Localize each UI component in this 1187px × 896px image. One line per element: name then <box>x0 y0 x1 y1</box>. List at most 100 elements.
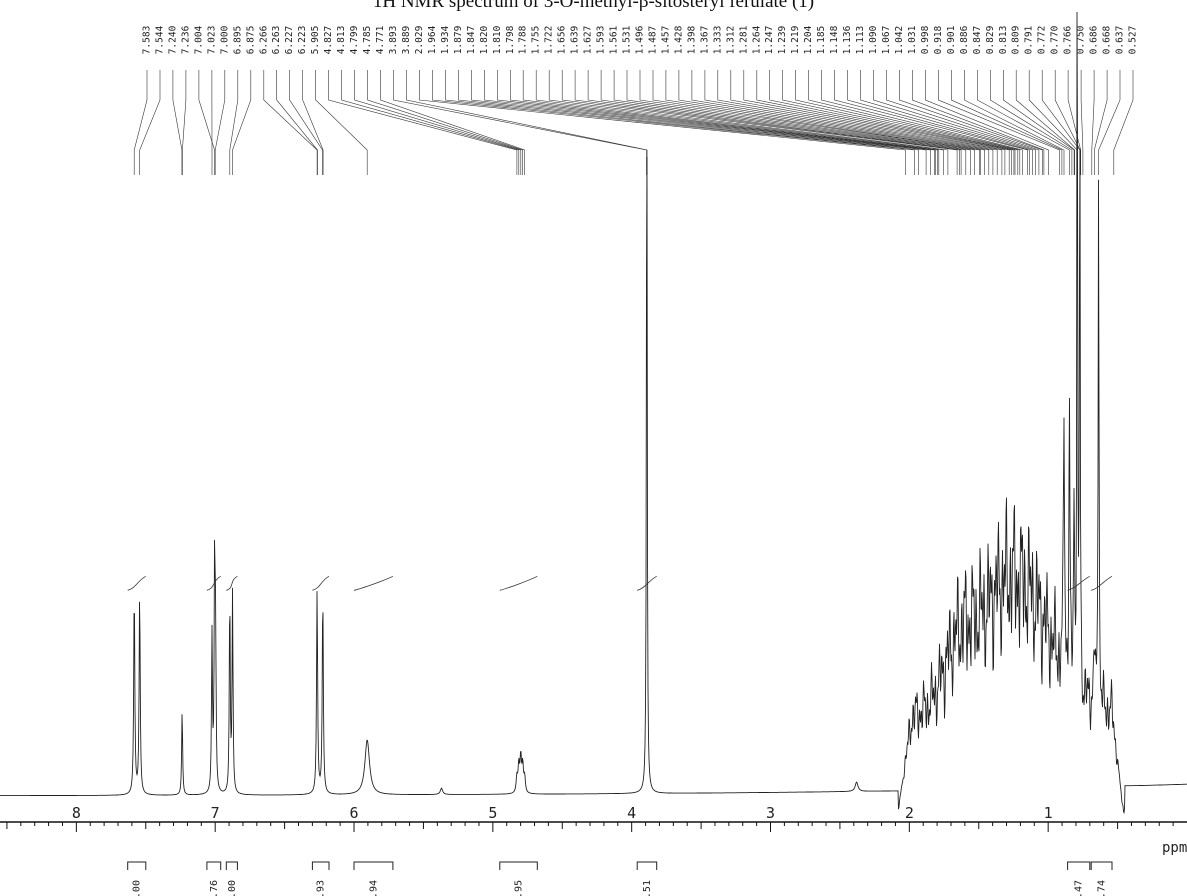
peak-label-leader <box>276 70 318 175</box>
peak-label: 1.627 <box>583 26 594 55</box>
peak-label: 0.829 <box>985 25 996 54</box>
peak-label: 1.204 <box>803 25 814 54</box>
peak-label-leader <box>1067 70 1081 175</box>
peak-label: 1.810 <box>492 25 503 54</box>
peak-label: 1.531 <box>622 25 633 54</box>
peak-label-leader <box>510 70 938 175</box>
peak-label: 0.766 <box>1063 25 1074 54</box>
peak-label-leader <box>214 70 226 175</box>
peak-label: 0.772 <box>1037 26 1048 55</box>
peak-label-group: 7.583 7.544 7.240 7.236 7.004 7.023 7.000 6.895… <box>133 25 1139 175</box>
peak-label: 2.029 <box>414 25 425 54</box>
peak-label: 0.637 <box>1115 26 1126 55</box>
peak-label: 4.827 <box>323 26 334 55</box>
peak-label: 6.263 <box>271 26 282 55</box>
peak-label-leader <box>232 70 252 175</box>
peak-label-leader <box>432 70 915 175</box>
peak-label-leader <box>990 70 1073 175</box>
peak-label: 1.593 <box>596 26 607 55</box>
peak-label: 3.889 <box>401 25 412 54</box>
integral-bracket <box>206 861 222 870</box>
peak-label: 6.266 <box>258 25 269 54</box>
integral-value: 6.47 <box>1074 880 1085 896</box>
integral-bracket <box>353 861 394 870</box>
peak-label-leader <box>600 70 967 175</box>
peak-label-leader <box>484 70 935 175</box>
integral-value: 1.00 <box>132 880 143 896</box>
peak-label: 1.722 <box>544 26 555 55</box>
integral-curve <box>499 575 538 591</box>
peak-label: 7.023 <box>206 26 217 55</box>
peak-label-leader <box>419 70 906 175</box>
peak-label-leader <box>445 70 919 175</box>
integral-value: 1.76 <box>209 880 220 896</box>
peak-label-leader <box>1080 70 1084 175</box>
peak-label-leader <box>561 70 958 175</box>
peak-label-leader <box>497 70 936 175</box>
peak-label-leader <box>704 70 998 175</box>
integral-bracket <box>127 861 147 870</box>
peak-label: 6.875 <box>245 26 256 55</box>
peak-label-leader <box>808 70 1021 175</box>
spectrum-trace <box>0 11 1187 815</box>
peak-label: 4.813 <box>336 26 347 55</box>
peak-label-leader <box>263 70 318 175</box>
peak-label-leader <box>886 70 1040 175</box>
peak-label-leader <box>587 70 962 175</box>
peak-label-leader <box>172 70 183 175</box>
peak-label: 0.791 <box>1024 25 1035 54</box>
peak-label-leader <box>899 70 1043 175</box>
peak-label: 1.496 <box>635 25 646 54</box>
peak-label-leader <box>535 70 944 175</box>
peak-label-leader <box>678 70 990 175</box>
x-tick-label: 3 <box>766 804 775 822</box>
peak-label-leader <box>925 70 1049 175</box>
peak-label: 1.281 <box>738 25 749 54</box>
peak-label: 0.809 <box>1011 25 1022 54</box>
peak-label-leader <box>821 70 1023 175</box>
peak-label: 1.113 <box>855 26 866 55</box>
peak-label-leader <box>769 70 1015 175</box>
peak-label: 1.247 <box>764 26 775 55</box>
peak-label-leader <box>652 70 981 175</box>
peak-label-leader <box>977 70 1070 175</box>
peak-label: 0.770 <box>1050 25 1061 54</box>
peak-label: 0.998 <box>920 25 931 54</box>
peak-label-leader <box>626 70 975 175</box>
peak-label: 1.333 <box>712 26 723 55</box>
figure-caption: 1H NMR spectrum of 3-O-methyl-β-sitoster… <box>372 0 815 12</box>
peak-label: 1.312 <box>725 26 736 55</box>
peak-label: 1.639 <box>570 25 581 54</box>
peak-label: 1.798 <box>505 25 516 54</box>
x-axis: 8 7 6 5 4 3 2 1 ppm <box>0 804 1187 856</box>
integral-curve <box>206 575 221 591</box>
integral-value: 0.94 <box>368 880 379 896</box>
peak-label-leader <box>730 70 1006 175</box>
peak-label-leader <box>315 70 368 175</box>
peak-label: 1.090 <box>868 25 879 54</box>
integral-value: 1.00 <box>227 880 238 896</box>
integral-bracket <box>225 861 238 870</box>
peak-label-leader <box>964 70 1065 175</box>
peak-label: 1.428 <box>673 25 684 54</box>
integral-bracket <box>1090 861 1113 870</box>
peak-label: 0.668 <box>1102 25 1113 54</box>
peak-label-leader <box>847 70 1030 175</box>
peak-label-leader <box>380 70 525 175</box>
peak-label: 5.905 <box>310 26 321 55</box>
integral-curve <box>637 575 657 591</box>
integral-bracket <box>1067 861 1091 870</box>
peak-label-leader <box>354 70 522 175</box>
peak-label-leader <box>1028 70 1078 175</box>
integral-curve <box>1067 575 1090 591</box>
peak-label-leader <box>1098 70 1121 175</box>
peak-label-leader <box>328 70 518 175</box>
integral-value: 0.93 <box>316 880 327 896</box>
peak-label: 3.893 <box>388 26 399 55</box>
peak-label: 6.223 <box>297 26 308 55</box>
peak-label-leader <box>1091 70 1095 175</box>
peak-label-leader <box>1003 70 1075 175</box>
peak-label: 1.148 <box>829 25 840 54</box>
peak-label-leader <box>743 70 1010 175</box>
